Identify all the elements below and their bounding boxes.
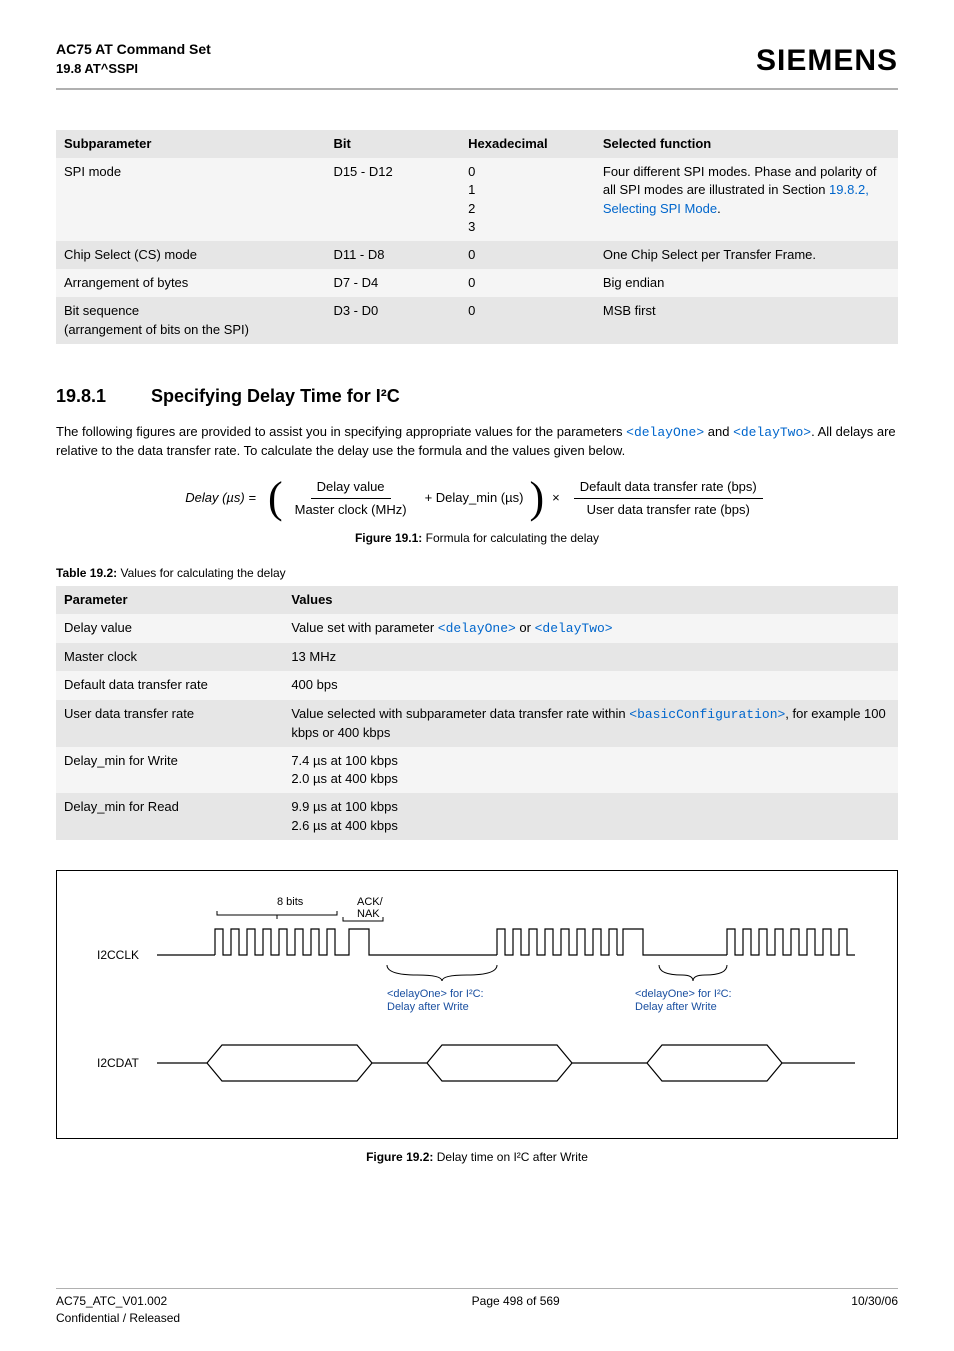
data-eye-1-icon xyxy=(207,1045,372,1081)
col-func: Selected function xyxy=(595,130,898,158)
data-eye-3-icon xyxy=(647,1045,782,1081)
col-bit: Bit xyxy=(325,130,460,158)
clock-burst-3-icon xyxy=(727,929,855,955)
param-delaytwo: <delayTwo> xyxy=(733,425,811,440)
cell-sub: Chip Select (CS) mode xyxy=(56,241,325,269)
cell-val: 9.9 µs at 100 kbps 2.6 µs at 400 kbps xyxy=(283,793,898,839)
table-row: Default data transfer rate 400 bps xyxy=(56,671,898,699)
delay-label-1b: Delay after Write xyxy=(387,1001,469,1013)
cell-hex: 0 xyxy=(460,269,595,297)
table-row: Master clock 13 MHz xyxy=(56,643,898,671)
cell-hex: 0 xyxy=(460,297,595,343)
brace-right-icon: ) xyxy=(529,476,544,520)
fraction-2: Default data transfer rate (bps) User da… xyxy=(574,478,763,519)
table-header-row: Subparameter Bit Hexadecimal Selected fu… xyxy=(56,130,898,158)
table-row: SPI mode D15 - D12 0 1 2 3 Four differen… xyxy=(56,158,898,241)
timing-diagram-box: 8 bits ACK/ NAK I2CCLK xyxy=(56,870,898,1139)
col-hex: Hexadecimal xyxy=(460,130,595,158)
footer-right: 10/30/06 xyxy=(851,1293,898,1327)
cell-bit: D3 - D0 xyxy=(325,297,460,343)
cell-val: 13 MHz xyxy=(283,643,898,671)
table-row: Arrangement of bytes D7 - D4 0 Big endia… xyxy=(56,269,898,297)
subparameter-table: Subparameter Bit Hexadecimal Selected fu… xyxy=(56,130,898,344)
delay-formula: Delay (µs) = ( Delay value Master clock … xyxy=(56,476,898,520)
cell-hex: 0 1 2 3 xyxy=(460,158,595,241)
col-parameter: Parameter xyxy=(56,586,283,614)
section-paragraph: The following figures are provided to as… xyxy=(56,423,898,460)
label-ack: ACK/ xyxy=(357,896,384,908)
cell-func: One Chip Select per Transfer Frame. xyxy=(595,241,898,269)
figure-1-caption: Figure 19.1: Formula for calculating the… xyxy=(56,530,898,547)
formula-lhs: Delay (µs) = xyxy=(185,489,256,507)
section-number: 19.8.1 xyxy=(56,384,146,409)
cell-func: MSB first xyxy=(595,297,898,343)
cell-val: Value selected with subparameter data tr… xyxy=(283,700,898,747)
page-header: AC75 AT Command Set 19.8 AT^SSPI SIEMENS xyxy=(56,40,898,90)
cell-hex: 0 xyxy=(460,241,595,269)
data-eye-2-icon xyxy=(427,1045,572,1081)
label-nak: NAK xyxy=(357,908,380,920)
label-i2cdat: I2CDAT xyxy=(97,1056,139,1070)
table-2-caption: Table 19.2: Values for calculating the d… xyxy=(56,565,898,582)
cell-bit: D7 - D4 xyxy=(325,269,460,297)
doc-title: AC75 AT Command Set xyxy=(56,40,211,60)
cell-val: 400 bps xyxy=(283,671,898,699)
page-footer: AC75_ATC_V01.002 Confidential / Released… xyxy=(56,1288,898,1327)
cell-param: Delay_min for Write xyxy=(56,747,283,793)
col-subparameter: Subparameter xyxy=(56,130,325,158)
table-row: Delay value Value set with parameter <de… xyxy=(56,614,898,643)
cell-sub: SPI mode xyxy=(56,158,325,241)
table-row: Bit sequence (arrangement of bits on the… xyxy=(56,297,898,343)
cell-param: Delay_min for Read xyxy=(56,793,283,839)
cell-sub: Bit sequence (arrangement of bits on the… xyxy=(56,297,325,343)
table-row: Delay_min for Read 9.9 µs at 100 kbps 2.… xyxy=(56,793,898,839)
label-i2cclk: I2CCLK xyxy=(97,948,139,962)
formula-times: × xyxy=(552,489,560,507)
brace-left-icon: ( xyxy=(268,476,283,520)
delay-label-1a: <delayOne> for I²C: xyxy=(387,988,484,1000)
fraction-1: Delay value Master clock (MHz) xyxy=(289,478,413,519)
cell-bit: D11 - D8 xyxy=(325,241,460,269)
table-row: Delay_min for Write 7.4 µs at 100 kbps 2… xyxy=(56,747,898,793)
section-title: Specifying Delay Time for I²C xyxy=(151,386,400,406)
cell-val: 7.4 µs at 100 kbps 2.0 µs at 400 kbps xyxy=(283,747,898,793)
clock-burst-2-icon xyxy=(497,929,659,955)
cell-bit: D15 - D12 xyxy=(325,158,460,241)
table-header-row: Parameter Values xyxy=(56,586,898,614)
delay-label-2a: <delayOne> for I²C: xyxy=(635,988,732,1000)
cell-sub: Arrangement of bytes xyxy=(56,269,325,297)
table-row: Chip Select (CS) mode D11 - D8 0 One Chi… xyxy=(56,241,898,269)
col-values: Values xyxy=(283,586,898,614)
figure-2-caption: Figure 19.2: Delay time on I²C after Wri… xyxy=(56,1149,898,1166)
clock-burst-1-icon xyxy=(215,929,387,955)
cell-func: Four different SPI modes. Phase and pola… xyxy=(595,158,898,241)
cell-param: User data transfer rate xyxy=(56,700,283,747)
delay-label-2b: Delay after Write xyxy=(635,1001,717,1013)
footer-left: AC75_ATC_V01.002 Confidential / Released xyxy=(56,1293,180,1327)
timing-diagram: 8 bits ACK/ NAK I2CCLK xyxy=(79,889,875,1109)
cell-param: Delay value xyxy=(56,614,283,643)
delay-values-table: Parameter Values Delay value Value set w… xyxy=(56,586,898,840)
param-delayone: <delayOne> xyxy=(626,425,704,440)
cell-func: Big endian xyxy=(595,269,898,297)
label-8bits: 8 bits xyxy=(277,896,304,908)
table-row: User data transfer rate Value selected w… xyxy=(56,700,898,747)
siemens-logo: SIEMENS xyxy=(756,40,898,82)
doc-subtitle: 19.8 AT^SSPI xyxy=(56,60,211,78)
cell-param: Master clock xyxy=(56,643,283,671)
header-left: AC75 AT Command Set 19.8 AT^SSPI xyxy=(56,40,211,78)
footer-center: Page 498 of 569 xyxy=(472,1293,560,1327)
cell-val: Value set with parameter <delayOne> or <… xyxy=(283,614,898,643)
formula-plus: + Delay_min (µs) xyxy=(425,489,524,507)
cell-param: Default data transfer rate xyxy=(56,671,283,699)
section-heading: 19.8.1 Specifying Delay Time for I²C xyxy=(56,384,898,409)
